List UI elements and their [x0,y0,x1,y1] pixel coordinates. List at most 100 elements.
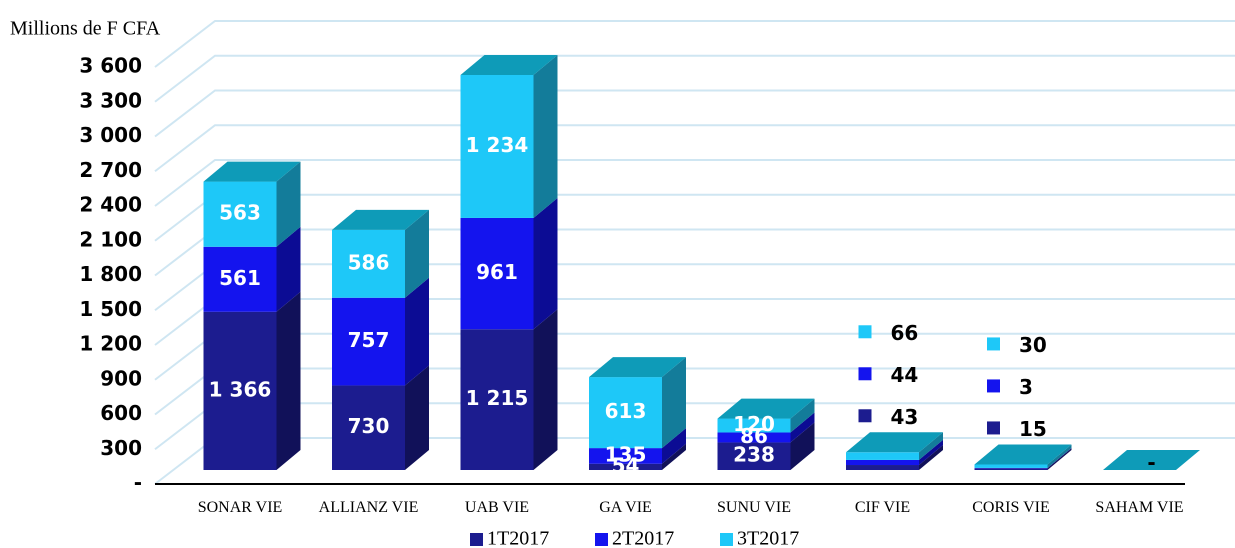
data-label: 961 [476,260,518,284]
bar-segment [332,297,405,386]
legend-label: 3T2017 [737,528,799,548]
bar-top [974,444,1072,465]
y-tick-label: 2 100 [79,227,142,251]
data-label: 613 [605,399,647,423]
bar-segment [460,75,534,218]
grid-line [154,437,1235,485]
data-label: 1 234 [466,133,529,157]
bar-side [533,309,558,470]
bar-side [276,226,301,312]
bar-side [276,161,301,247]
grid-line [154,89,1235,138]
bar-side [405,365,429,470]
data-label: 30 [1019,333,1047,357]
bar-segment [203,181,277,247]
label-marker [987,379,1000,393]
data-label: 563 [219,201,261,225]
bar-segment [203,311,277,470]
legend-label: 1T2017 [487,528,549,548]
bar-segment [332,229,405,298]
grid-line [154,228,1235,277]
y-tick-label: 600 [100,401,142,425]
data-label: 66 [891,321,919,345]
grid-line [154,54,1235,103]
data-label: 15 [1019,417,1047,441]
data-label: 44 [891,363,919,387]
bar-segment [846,459,919,466]
x-tick-label: SUNU VIE [717,499,791,516]
bar-side [662,357,686,449]
bar-segment [974,464,1048,468]
x-tick-label: CIF VIE [854,499,911,516]
grid-line [154,367,1235,416]
bar-segment [460,217,534,330]
data-label: 3 [1019,375,1033,399]
y-tick-label: 3 000 [79,123,142,147]
bar-side [1047,444,1072,468]
label-marker [987,421,1000,435]
label-marker [858,409,872,423]
data-label: 757 [348,328,390,352]
bar-segment [974,468,1048,470]
label-marker [858,325,872,339]
bar-side [276,291,301,470]
x-tick-label: UAB VIE [464,499,530,516]
y-tick-label: 2 400 [79,193,142,217]
bar-top [460,55,558,76]
bar-segment [332,385,405,470]
bar-segment [589,463,662,470]
x-tick-label: SAHAM VIE [1095,499,1184,516]
grid-line [154,263,1235,312]
grid-line [154,193,1235,242]
bar-side [1047,447,1072,469]
legend-swatch [720,533,733,546]
data-label: 43 [891,405,919,429]
bar-side [405,277,429,386]
x-tick-label: GA VIE [599,499,652,516]
bar-top [846,432,943,453]
data-label: 586 [348,250,390,274]
bar-side [919,432,943,460]
label-marker [987,337,1000,351]
bar-top [203,161,301,182]
bar-side [662,443,686,470]
legend-swatch [470,533,483,546]
bar-side [533,55,558,218]
bar-top [717,398,815,419]
grid-line [154,124,1235,173]
y-tick-label: 300 [100,436,142,460]
x-tick-label: ALLIANZ VIE [318,499,419,516]
y-axis-label: Millions de F CFA [10,18,161,40]
data-label: 1 215 [466,386,529,410]
data-label: 238 [733,443,775,467]
grid-line [154,298,1235,346]
data-label: 54 [612,453,640,477]
data-label: 135 [605,442,647,466]
legend-swatch [595,533,608,546]
grid-line [154,159,1235,207]
bar-side [919,445,943,470]
bar-side [790,398,815,433]
data-label: 120 [733,412,775,436]
data-label: - [1147,451,1155,475]
bar-segment [203,246,277,312]
bar-top [589,357,686,378]
bar-side [790,422,815,470]
data-label: 561 [219,266,261,290]
y-tick-label: 900 [100,366,142,390]
y-tick-label: 3 300 [79,88,142,112]
bar-segment [717,432,791,443]
bar-segment [717,418,791,433]
bar-side [405,209,429,298]
bar-segment [460,329,534,470]
grid-line [154,402,1235,451]
bar-side [533,197,558,330]
bar-side [919,439,943,466]
bar-segment [717,442,791,470]
data-label: 730 [348,414,390,438]
bar-side [790,412,815,443]
x-tick-label: CORIS VIE [972,499,1050,516]
bar-side [1047,448,1072,470]
